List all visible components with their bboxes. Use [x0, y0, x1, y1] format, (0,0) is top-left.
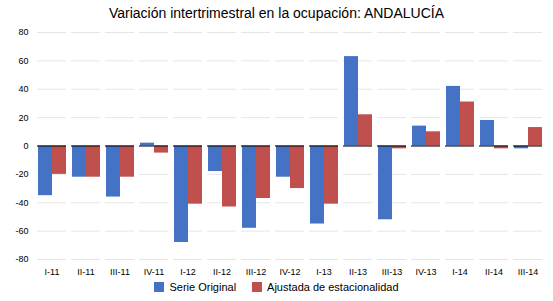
html-text:Variación intertrimestral en l: Variación intertrimestral en la ocupació… [108, 5, 445, 21]
html-text:Serie Original: Serie Original [169, 281, 237, 293]
svg-text:I-12: I-12 [180, 267, 196, 277]
svg-text:-20: -20 [15, 169, 28, 179]
svg-text:I-14: I-14 [452, 267, 468, 277]
svg-text:60: 60 [18, 56, 28, 66]
svg-text:20: 20 [18, 113, 28, 123]
svg-text:80: 80 [18, 27, 28, 37]
svg-text:III-13: III-13 [382, 267, 403, 277]
svg-text:IV-12: IV-12 [279, 267, 300, 277]
svg-text:IV-11: IV-11 [144, 267, 164, 277]
svg-text:III-12: III-12 [246, 267, 267, 277]
svg-text:III-14: III-14 [518, 267, 539, 277]
svg-text:II-11: II-11 [77, 267, 94, 277]
svg-text:III-11: III-11 [110, 267, 130, 277]
svg-text:-40: -40 [15, 198, 28, 208]
svg-text:II-12: II-12 [213, 267, 231, 277]
svg-text:-80: -80 [15, 254, 28, 264]
svg-text:-60: -60 [15, 226, 28, 236]
html-text:Ajustada de estacionalidad: Ajustada de estacionalidad [267, 281, 399, 293]
svg-text:0: 0 [23, 141, 28, 151]
svg-text:40: 40 [18, 84, 28, 94]
svg-text:II-14: II-14 [485, 267, 503, 277]
svg-text:IV-13: IV-13 [415, 267, 436, 277]
svg-text:II-13: II-13 [349, 267, 367, 277]
svg-text:I-13: I-13 [316, 267, 332, 277]
svg-text:I-11: I-11 [45, 267, 60, 277]
